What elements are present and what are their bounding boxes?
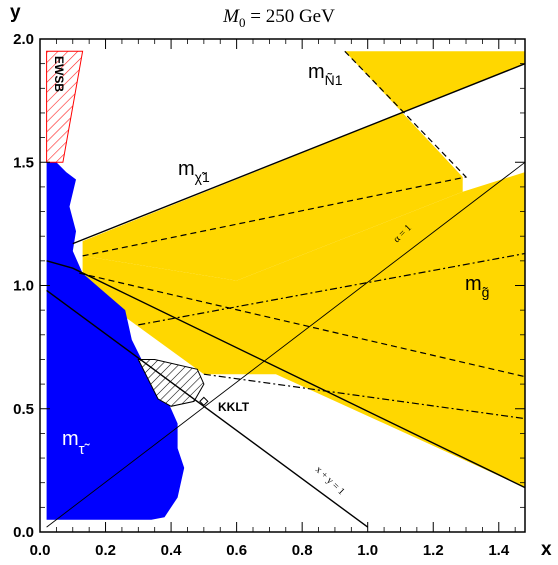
lines-layer <box>46 50 526 528</box>
curve--1 <box>46 161 526 528</box>
label-m-chargino: mχ̃1 <box>178 158 210 185</box>
region-upper-yellow <box>82 51 525 281</box>
x-tick-label: 1.0 <box>357 542 378 559</box>
chargino-label-base: m <box>178 158 195 180</box>
y-axis-title: y <box>10 2 21 23</box>
chart-title: M0 = 250 GeV <box>222 6 335 30</box>
x-tick-label: 0.0 <box>30 542 51 559</box>
y-tick-label: 1.0 <box>13 278 34 295</box>
label-m-gluino: mg̃ <box>465 273 489 300</box>
stau-label-base: m <box>62 428 79 450</box>
title-symbol: M <box>222 6 240 27</box>
region-ewsb <box>46 50 84 163</box>
y-tick-label: 0.0 <box>13 524 34 541</box>
gluino-label-sub: g̃ <box>482 284 490 300</box>
label-m-neutralino: mÑ1 <box>308 61 343 88</box>
neutralino-label-sub: Ñ1 <box>325 72 343 88</box>
gluino-label-base: m <box>465 273 482 295</box>
svg-text:mχ̃1: mχ̃1 <box>178 158 210 185</box>
curve-dashdot-lower <box>203 373 526 420</box>
title-rest: = 250 GeV <box>245 6 335 27</box>
x-axis-title: x <box>541 539 552 560</box>
x-tick-label: 0.6 <box>226 542 247 559</box>
x-tick-label: 0.4 <box>161 542 183 559</box>
marker-kklt <box>199 396 209 407</box>
markers-layer <box>199 396 209 407</box>
xy-annotation: x + y = 1 <box>313 464 347 497</box>
curve-m-1 <box>82 50 468 257</box>
regions-layer <box>46 50 525 520</box>
curve-x-y-1 <box>46 289 369 528</box>
y-tick-label: 1.5 <box>13 154 34 171</box>
x-tick-label: 0.8 <box>292 542 313 559</box>
y-tick-label: 0.5 <box>13 401 34 418</box>
region-m-g- <box>82 172 525 488</box>
curve-dashed-lower <box>79 272 526 378</box>
curve-boundary-solid <box>46 260 526 489</box>
ewsb-label: EWSB <box>52 56 66 92</box>
chargino-label-sub: χ̃1 <box>195 169 210 185</box>
svg-text:mg̃: mg̃ <box>465 273 489 300</box>
kklt-label: KKLT <box>218 400 250 414</box>
neutralino-label-base: m <box>308 61 325 83</box>
x-tick-label: 1.4 <box>488 542 510 559</box>
x-tick-label: 0.2 <box>95 542 116 559</box>
x-tick-label: 1.2 <box>423 542 444 559</box>
title-subscript: 0 <box>239 15 246 30</box>
curve-m-1 <box>72 63 526 245</box>
svg-text:mÑ1: mÑ1 <box>308 61 343 88</box>
curve-dashdot-upper <box>138 252 526 326</box>
y-tick-label: 2.0 <box>13 31 34 48</box>
ticks-layer: 0.0 0.2 0.4 0.6 0.8 1.0 1.2 1.4 0.0 0.5 1.0 1.5 2.0 <box>13 31 525 559</box>
